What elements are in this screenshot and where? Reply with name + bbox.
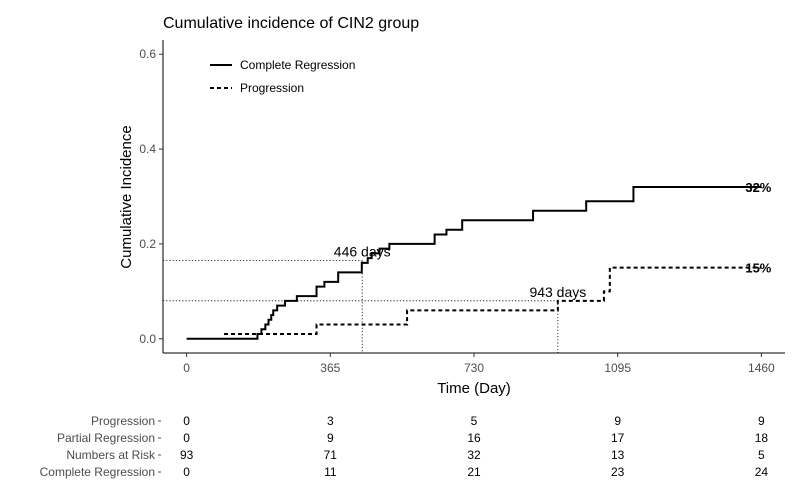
risk-value: 5 <box>471 414 478 428</box>
series-end-label: 32% <box>745 180 771 195</box>
x-axis-title: Time (Day) <box>437 380 511 397</box>
risk-row-label: Progression <box>91 414 155 428</box>
risk-value: 32 <box>467 448 481 462</box>
series-end-label: 15% <box>745 261 771 276</box>
x-tick-label: 365 <box>320 361 340 375</box>
x-tick-label: 1095 <box>604 361 631 375</box>
y-tick-label: 0.6 <box>139 47 156 61</box>
risk-value: 21 <box>467 465 481 479</box>
risk-value: 9 <box>758 414 765 428</box>
risk-value: 71 <box>324 448 338 462</box>
chart-title: Cumulative incidence of CIN2 group <box>163 15 419 32</box>
plot-area: 0.0 0.2 0.4 0.6 0 365 730 1095 1460 32% 15% 446 day… <box>139 40 785 375</box>
series-line-progression <box>224 266 762 336</box>
risk-value: 0 <box>183 465 190 479</box>
risk-value: 93 <box>180 448 194 462</box>
risk-value: 3 <box>327 414 334 428</box>
y-tick-label: 0.0 <box>139 332 156 346</box>
risk-row-label: Partial Regression <box>57 431 155 445</box>
x-tick-label: 0 <box>183 361 190 375</box>
series-line-complete-regression <box>186 186 762 340</box>
risk-value: 0 <box>183 414 190 428</box>
risk-value: 17 <box>611 431 625 445</box>
risk-value: 9 <box>614 414 621 428</box>
risk-row-label: Numbers at Risk <box>66 448 156 462</box>
x-tick-label: 1460 <box>748 361 775 375</box>
x-tick-label: 730 <box>464 361 484 375</box>
risk-value: 23 <box>611 465 625 479</box>
risk-value: 11 <box>324 465 337 479</box>
risk-row-label: Complete Regression <box>40 465 155 479</box>
legend-label: Progression <box>240 81 304 95</box>
risk-value: 16 <box>467 431 481 445</box>
risk-table: Progression 0 3 5 9 9 Partial Regression 0 9 16 17… <box>40 414 769 479</box>
risk-value: 13 <box>611 448 625 462</box>
legend-label: Complete Regression <box>240 58 355 72</box>
risk-value: 18 <box>755 431 769 445</box>
y-tick-label: 0.2 <box>139 237 156 251</box>
y-axis-title: Cumulative Incidence <box>118 125 135 268</box>
annotation-label: 446 days <box>334 244 391 260</box>
annotation-label: 943 days <box>529 284 586 300</box>
risk-value: 24 <box>755 465 769 479</box>
risk-value: 0 <box>183 431 190 445</box>
legend: Complete Regression Progression <box>210 58 355 95</box>
risk-value: 5 <box>758 448 765 462</box>
risk-value: 9 <box>327 431 334 445</box>
y-tick-label: 0.4 <box>139 142 156 156</box>
